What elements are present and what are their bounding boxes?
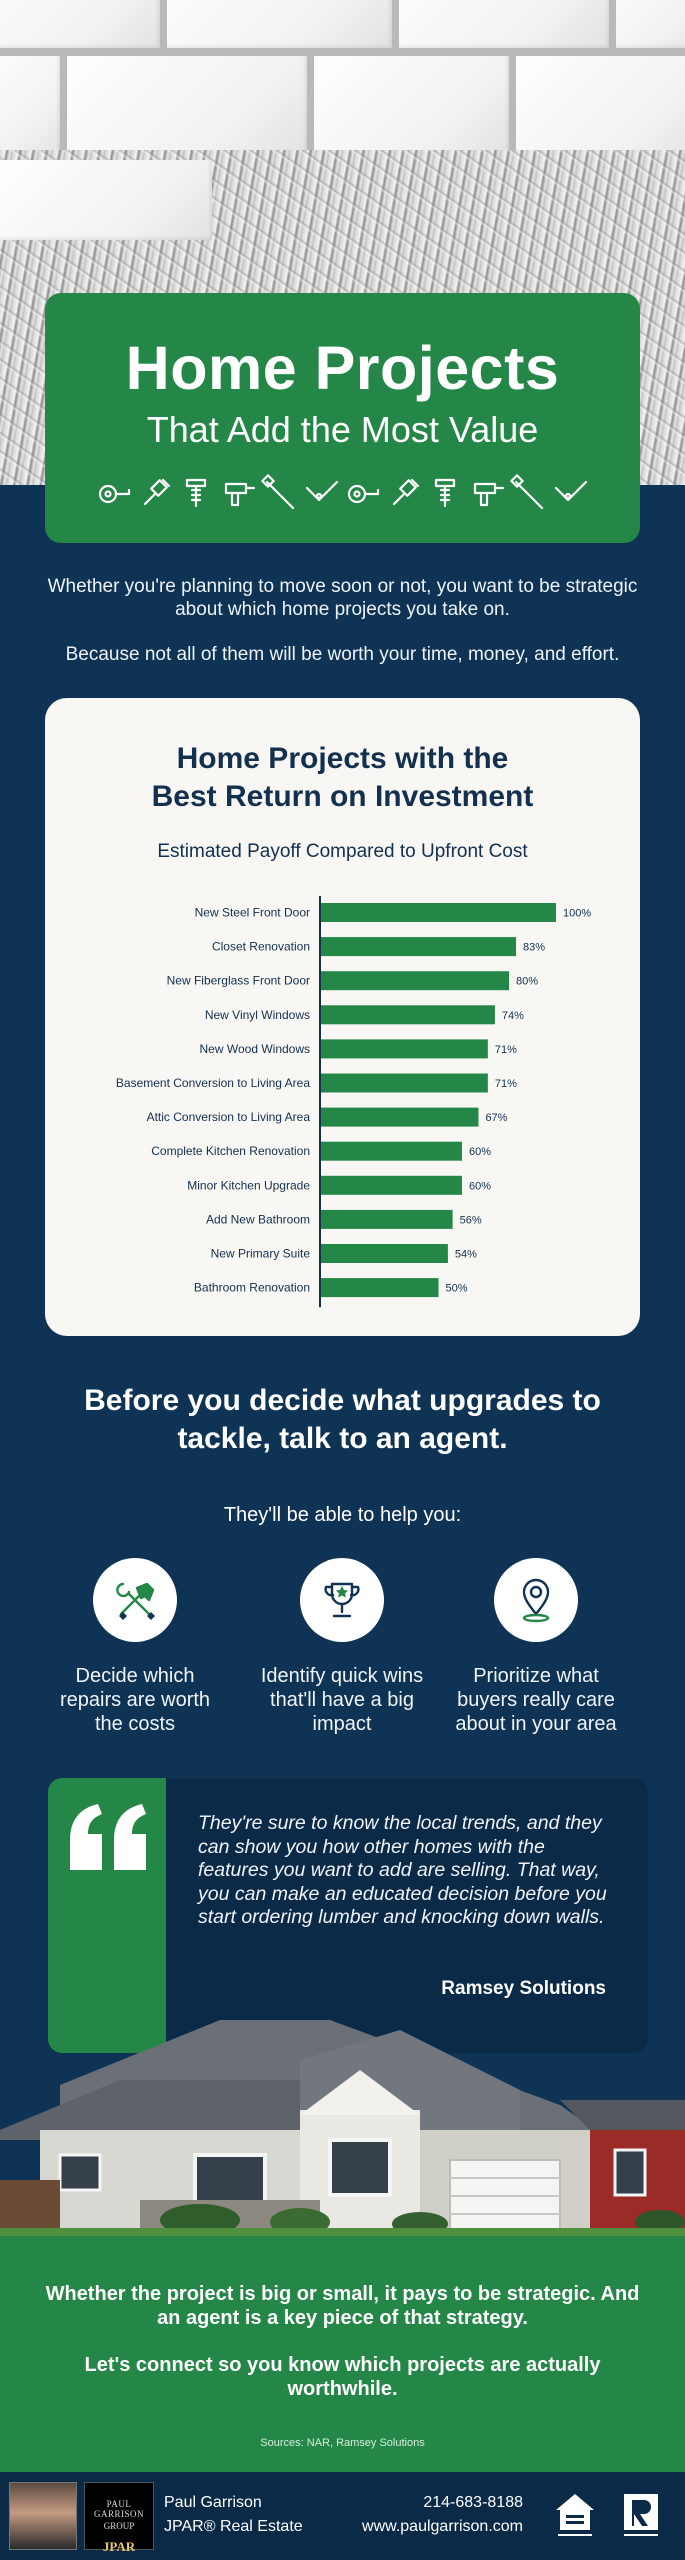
- paintbrush-icon: [392, 478, 419, 506]
- trophy-icon: [300, 1558, 384, 1642]
- roi-bar-chart: New Steel Front Door 100% Closet Renovatio…: [116, 896, 591, 1308]
- title-card: Home Projects That Add the Most Value: [45, 293, 640, 543]
- location-pin-icon: [494, 1558, 578, 1642]
- bar: [321, 1039, 488, 1059]
- benefit-buyers: Prioritize what buyers really care about…: [446, 1558, 626, 1736]
- category-label: New Steel Front Door: [195, 906, 310, 920]
- value-label: 54%: [455, 1249, 477, 1261]
- closing-text: Whether the project is big or small, it …: [45, 2283, 640, 2329]
- page-title: Home Projects: [125, 334, 560, 402]
- screw-icon: [435, 478, 456, 508]
- bar: [321, 1005, 495, 1025]
- category-label: New Vinyl Windows: [205, 1008, 310, 1022]
- category-label: New Primary Suite: [211, 1247, 311, 1261]
- bar: [321, 1209, 453, 1229]
- category-label: Closet Renovation: [212, 940, 310, 954]
- tape-measure-icon: [98, 484, 131, 504]
- agent-photo: [9, 2482, 77, 2550]
- bar: [321, 1107, 479, 1127]
- category-label: Complete Kitchen Renovation: [151, 1144, 310, 1158]
- screwdriver-icon: [261, 474, 295, 510]
- tape-measure-icon: [348, 484, 380, 504]
- realtor-icon: [624, 2494, 658, 2536]
- category-label: Basement Conversion to Living Area: [116, 1076, 310, 1090]
- agent-footer: PAUL GARRISON GROUP JPAR Paul Garrison J…: [0, 2472, 685, 2560]
- value-label: 50%: [446, 1283, 468, 1295]
- level-icon: [554, 480, 587, 502]
- benefit-quick-wins: Identify quick wins that'll have a big i…: [252, 1558, 432, 1736]
- house-image: [0, 2020, 685, 2240]
- level-icon: [305, 480, 338, 502]
- benefit-text: Prioritize what buyers really care about…: [455, 1665, 617, 1735]
- quote-mark-icon: [70, 1804, 146, 1870]
- value-label: 100%: [563, 908, 591, 920]
- value-label: 74%: [502, 1010, 524, 1022]
- chart-title-line: Home Projects with the: [176, 742, 509, 775]
- drill-icon: [473, 482, 504, 507]
- drill-icon: [224, 482, 255, 507]
- agent-company: JPAR® Real Estate: [164, 2518, 303, 2535]
- category-label: Bathroom Renovation: [194, 1281, 310, 1295]
- value-label: 67%: [485, 1112, 507, 1124]
- tool-icon-row: [95, 473, 590, 513]
- value-label: 71%: [495, 1078, 517, 1090]
- sources-note: Sources: NAR, Ramsey Solutions: [260, 2437, 425, 2449]
- brokerage-logo: PAUL GARRISON GROUP JPAR: [84, 2482, 154, 2554]
- value-label: 71%: [495, 1044, 517, 1056]
- category-label: Add New Bathroom: [206, 1212, 310, 1226]
- screwdriver-icon: [510, 474, 544, 510]
- screw-icon: [185, 478, 207, 508]
- hammer-wrench-icon: [93, 1558, 177, 1642]
- benefit-text: Identify quick wins that'll have a big i…: [260, 1665, 424, 1735]
- bar: [321, 1244, 448, 1263]
- value-label: 56%: [460, 1214, 482, 1226]
- agent-phone[interactable]: 214-683-8188: [423, 2494, 523, 2511]
- chart-subtitle: Estimated Payoff Compared to Upfront Cos…: [157, 841, 528, 862]
- category-label: New Fiberglass Front Door: [167, 974, 310, 988]
- bar: [321, 937, 517, 957]
- value-label: 60%: [469, 1180, 491, 1192]
- value-label: 80%: [516, 976, 538, 988]
- intro-paragraph: Because not all of them will be worth yo…: [65, 644, 620, 665]
- closing-cta: Let's connect so you know which projects…: [84, 2354, 601, 2400]
- intro-paragraph: Whether you're planning to move soon or …: [47, 576, 638, 620]
- chart-title-line: Best Return on Investment: [151, 780, 534, 813]
- agent-website[interactable]: www.paulgarrison.com: [362, 2518, 523, 2535]
- quote-box: They're sure to know the local trends, a…: [48, 1778, 648, 2053]
- closing-section: Whether the project is big or small, it …: [0, 2236, 685, 2472]
- bar: [321, 971, 509, 991]
- bar: [321, 1141, 462, 1161]
- benefit-repairs: Decide which repairs are worth the costs: [45, 1558, 225, 1736]
- agent-name: Paul Garrison: [164, 2494, 262, 2511]
- category-label: Attic Conversion to Living Area: [147, 1110, 311, 1124]
- paintbrush-icon: [143, 478, 170, 506]
- value-label: 60%: [469, 1146, 491, 1158]
- roi-chart-card: Home Projects with the Best Return on In…: [45, 698, 640, 1336]
- chart-title: Home Projects with the Best Return on In…: [45, 740, 640, 816]
- quote-text: They're sure to know the local trends, a…: [198, 1812, 607, 1928]
- bar: [321, 1278, 439, 1298]
- value-label: 83%: [523, 942, 545, 954]
- equal-housing-icon: [556, 2494, 594, 2536]
- bar: [321, 1073, 488, 1093]
- bar: [321, 903, 556, 922]
- intro-text: Whether you're planning to move soon or …: [40, 575, 645, 666]
- category-label: Minor Kitchen Upgrade: [187, 1178, 310, 1192]
- agent-subheading: They'll be able to help you:: [223, 1504, 462, 1526]
- page-subtitle: That Add the Most Value: [146, 409, 539, 450]
- bar: [321, 1175, 462, 1195]
- quote-author: Ramsey Solutions: [441, 1978, 606, 1999]
- category-label: New Wood Windows: [200, 1042, 310, 1056]
- subway-tiles: [0, 0, 685, 220]
- benefit-text: Decide which repairs are worth the costs: [59, 1665, 211, 1735]
- agent-heading: Before you decide what upgrades to tackl…: [84, 1384, 601, 1455]
